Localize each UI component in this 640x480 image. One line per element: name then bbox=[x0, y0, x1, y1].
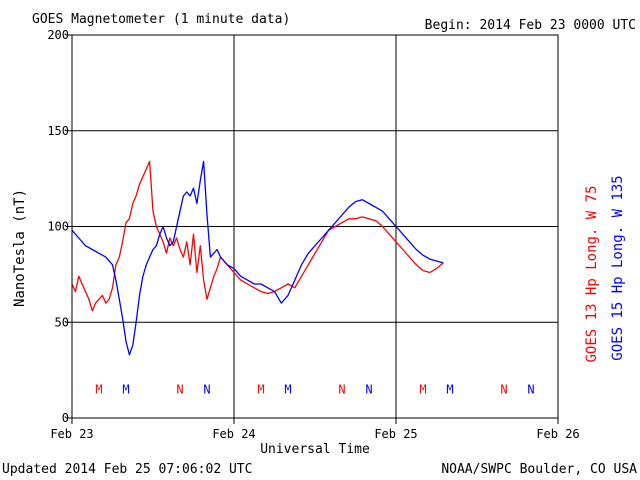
updated-timestamp: Updated 2014 Feb 25 07:06:02 UTC bbox=[2, 462, 252, 477]
x-tick-label: Feb 24 bbox=[212, 427, 255, 441]
y-tick-label: 0 bbox=[62, 411, 69, 425]
y-tick-label: 50 bbox=[55, 315, 69, 329]
x-tick-label: Feb 26 bbox=[536, 427, 579, 441]
time-marker: N bbox=[203, 382, 210, 396]
x-tick-labels: Feb 23 Feb 24 Feb 25 Feb 26 bbox=[50, 427, 579, 441]
time-marker: M bbox=[419, 382, 426, 396]
y-tick-label: 200 bbox=[47, 28, 69, 42]
legend-goes15: GOES 15 Hp Long. W 135 bbox=[610, 175, 626, 360]
y-tick-label: 150 bbox=[47, 124, 69, 138]
x-axis-label: Universal Time bbox=[260, 442, 370, 457]
series-line-goes15 bbox=[71, 160, 444, 356]
time-marker: N bbox=[500, 382, 507, 396]
time-marker: M bbox=[122, 382, 129, 396]
grid bbox=[66, 34, 559, 424]
time-marker: N bbox=[527, 382, 534, 396]
series-line-goes13 bbox=[71, 160, 444, 312]
y-tick-labels: 0 50 100 150 200 bbox=[47, 28, 69, 425]
time-marker: M bbox=[257, 382, 264, 396]
time-marker: N bbox=[338, 382, 345, 396]
time-marker: N bbox=[365, 382, 372, 396]
x-tick-label: Feb 25 bbox=[374, 427, 417, 441]
y-axis-label: NanoTesla (nT) bbox=[12, 189, 28, 307]
time-marker: M bbox=[95, 382, 102, 396]
y-tick-label: 100 bbox=[47, 220, 69, 234]
begin-label: Begin: 2014 Feb 23 0000 UTC bbox=[425, 18, 636, 33]
time-marker: M bbox=[446, 382, 453, 396]
series-layer bbox=[71, 160, 444, 356]
legend-goes13: GOES 13 Hp Long. W 75 bbox=[584, 185, 600, 362]
time-marker: M bbox=[284, 382, 291, 396]
plot-frame bbox=[71, 34, 559, 419]
chart-title: GOES Magnetometer (1 minute data) bbox=[32, 12, 290, 27]
credit-text: NOAA/SWPC Boulder, CO USA bbox=[441, 462, 637, 477]
x-tick-label: Feb 23 bbox=[50, 427, 93, 441]
time-marker: N bbox=[176, 382, 183, 396]
